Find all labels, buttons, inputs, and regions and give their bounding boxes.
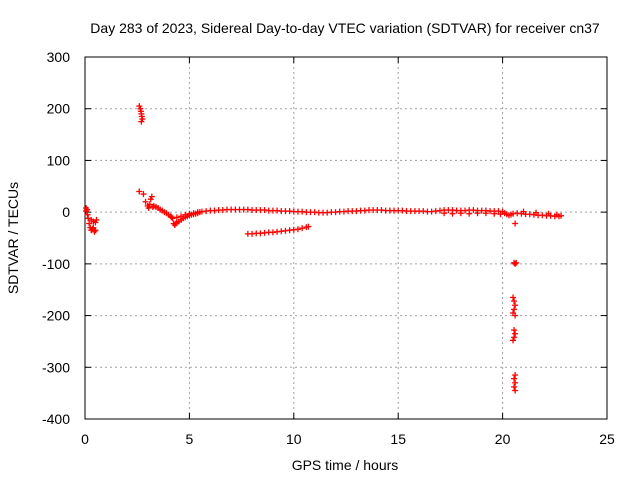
x-tick-label: 10	[286, 431, 302, 447]
data-point	[142, 198, 149, 205]
x-tick-label: 20	[495, 431, 511, 447]
data-point	[512, 372, 519, 379]
data-point	[512, 330, 519, 337]
data-point	[299, 225, 306, 232]
y-axis-title: SDTVAR / TECUs	[5, 182, 21, 294]
y-tick-label: 300	[47, 49, 71, 65]
data-point	[145, 205, 152, 212]
data-point	[172, 220, 179, 227]
data-point	[474, 210, 481, 217]
data-point	[449, 210, 456, 217]
data-point	[520, 208, 527, 215]
y-tick-label: 100	[47, 152, 71, 168]
x-axis-title: GPS time / hours	[292, 457, 399, 473]
data-point	[294, 226, 301, 233]
data-point	[92, 227, 99, 234]
data-point	[466, 210, 473, 217]
data-point	[305, 223, 312, 230]
x-tick-label: 5	[186, 431, 194, 447]
data-point	[512, 220, 519, 227]
y-tick-label: -300	[42, 359, 70, 375]
data-point	[545, 210, 552, 217]
data-points	[83, 103, 565, 394]
data-point	[553, 211, 560, 218]
data-point	[194, 209, 201, 216]
data-point	[182, 211, 189, 218]
y-tick-label: -100	[42, 256, 70, 272]
data-point	[482, 210, 489, 217]
data-point	[93, 216, 100, 223]
data-point	[190, 210, 197, 217]
data-point	[512, 379, 519, 386]
grid	[85, 57, 607, 419]
data-point	[511, 298, 518, 305]
data-point	[511, 375, 518, 382]
data-point	[173, 214, 180, 221]
data-point	[512, 387, 519, 394]
data-point	[510, 337, 517, 344]
chart-title: Day 283 of 2023, Sidereal Day-to-day VTE…	[90, 20, 600, 36]
data-point	[168, 214, 175, 221]
data-point	[85, 215, 92, 222]
y-tick-label: 0	[62, 204, 70, 220]
data-point	[511, 383, 518, 390]
data-point	[140, 191, 147, 198]
data-point	[512, 312, 519, 319]
data-point	[169, 215, 176, 222]
data-point	[497, 211, 504, 218]
data-point	[510, 294, 517, 301]
data-point	[457, 210, 464, 217]
axis-ticks: 0 5 10 15 20 25 -400 -300 -200 -100 0 100 200 300	[42, 49, 615, 447]
data-point	[511, 334, 518, 341]
x-tick-label: 0	[81, 431, 89, 447]
data-point	[511, 306, 518, 313]
data-point	[512, 302, 519, 309]
data-point	[513, 259, 520, 266]
data-point	[533, 209, 540, 216]
data-point	[558, 212, 565, 219]
data-point	[136, 188, 143, 195]
y-tick-label: -200	[42, 308, 70, 324]
data-point	[441, 210, 448, 217]
data-point	[86, 220, 93, 227]
y-tick-label: 200	[47, 101, 71, 117]
x-tick-label: 15	[390, 431, 406, 447]
data-point	[84, 206, 91, 213]
data-point	[148, 193, 155, 200]
data-point	[146, 201, 153, 208]
plot-frame	[84, 56, 608, 420]
data-point	[511, 327, 518, 334]
y-tick-label: -400	[42, 411, 70, 427]
data-point	[138, 118, 145, 125]
data-point	[512, 260, 519, 267]
data-point	[178, 213, 185, 220]
data-point	[491, 210, 498, 217]
x-tick-label: 25	[599, 431, 615, 447]
